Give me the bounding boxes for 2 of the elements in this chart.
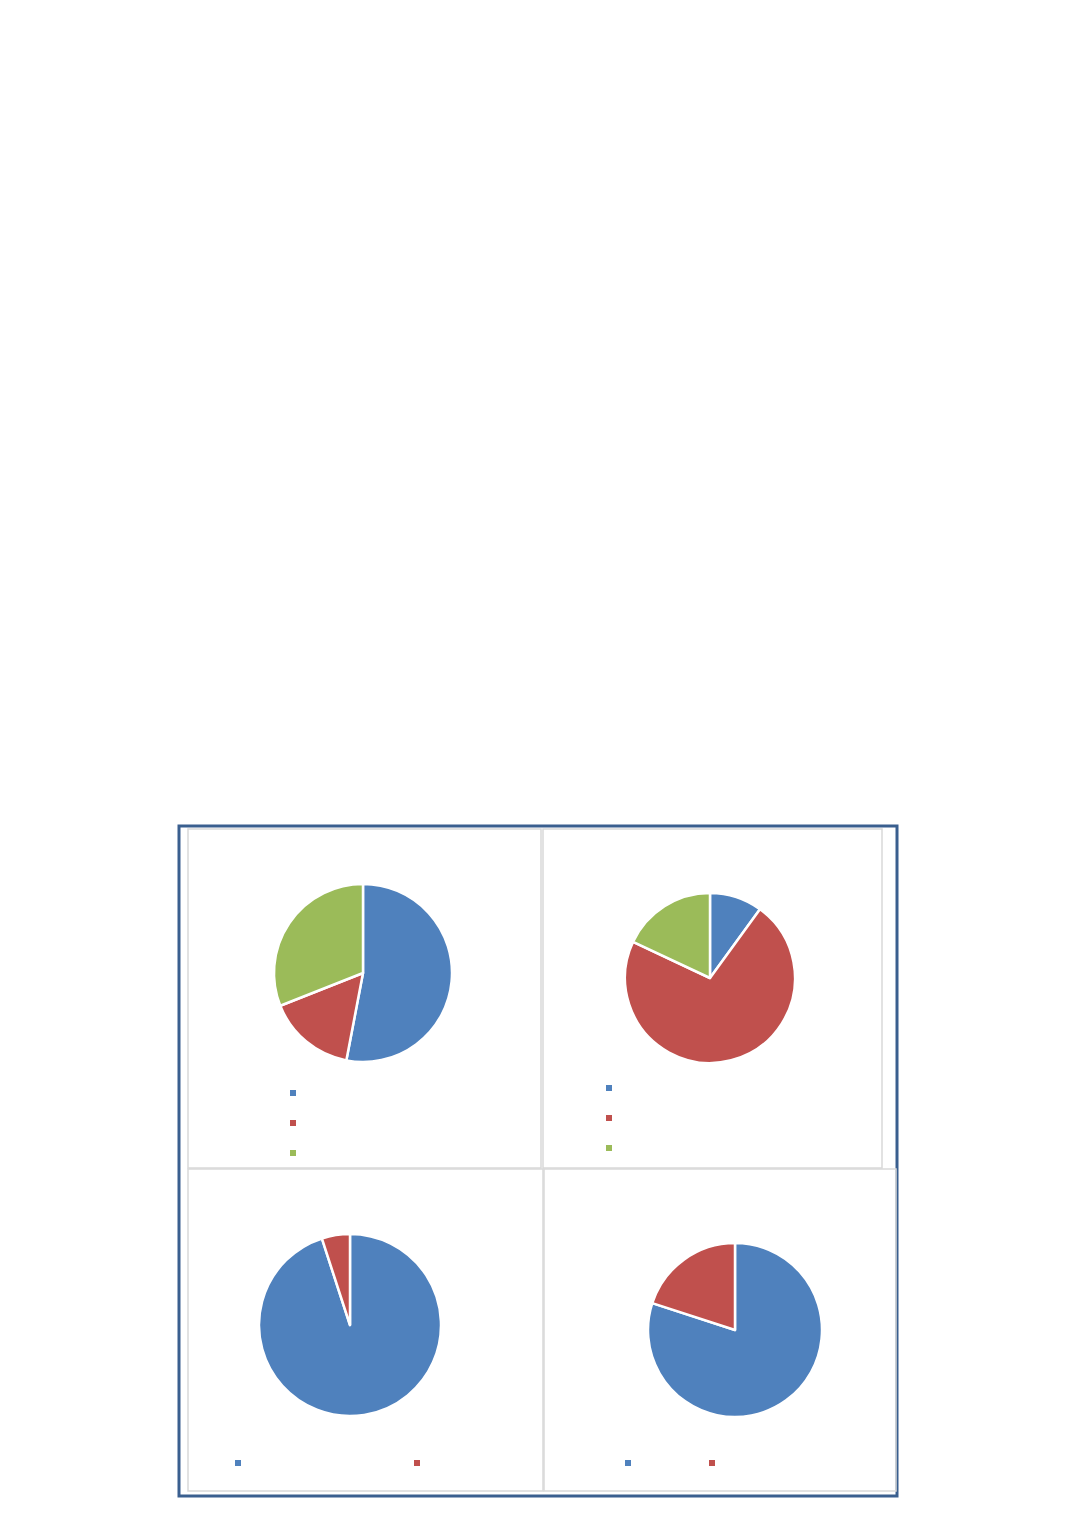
pie-slice	[646, 1241, 824, 1419]
pie-slice	[257, 1232, 443, 1418]
